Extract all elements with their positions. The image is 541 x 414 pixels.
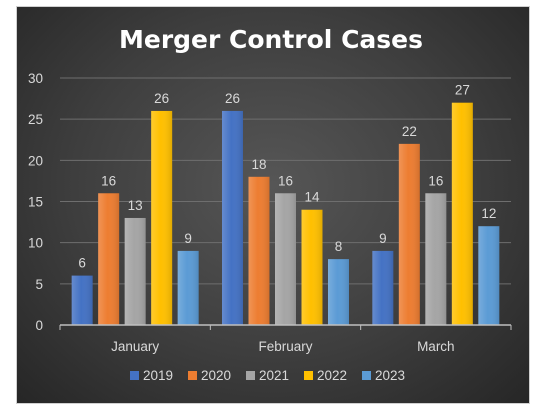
legend-label-2022: 2022 [317, 368, 347, 383]
bar-shine [425, 193, 447, 325]
data-label-2020-march: 22 [402, 124, 417, 139]
bars [71, 102, 500, 325]
bar-shine [478, 226, 500, 325]
chart-area: Merger Control Cases 0 5 10 15 20 25 30 6 16 13 2… [16, 6, 530, 404]
data-label-2019-february: 26 [225, 91, 240, 106]
bar-2019-march [372, 250, 394, 325]
bar-2021-january [124, 217, 146, 325]
data-label-2021-january: 13 [128, 198, 143, 213]
bar-shine [301, 209, 323, 325]
bar-shine [222, 110, 243, 325]
legend-item-2019: 2019 [130, 368, 173, 383]
legend: 2019 2020 2021 2022 2023 [130, 368, 405, 383]
y-tick-5: 5 [35, 277, 43, 292]
legend-swatch-2022 [304, 371, 313, 380]
legend-item-2021: 2021 [246, 368, 289, 383]
y-tick-25: 25 [28, 112, 43, 127]
data-label-2020-january: 16 [101, 173, 116, 188]
legend-label-2021: 2021 [259, 368, 289, 383]
bar-2022-february [301, 209, 323, 325]
y-tick-15: 15 [28, 195, 43, 210]
data-label-2023-february: 8 [335, 239, 343, 254]
bar-shine [398, 143, 420, 325]
legend-swatch-2019 [130, 371, 139, 380]
data-label-2021-march: 16 [428, 173, 443, 188]
bar-shine [71, 275, 93, 325]
bar-2019-february [222, 110, 243, 325]
y-tick-20: 20 [28, 153, 43, 168]
bar-2019-january [71, 275, 93, 325]
bar-2023-march [478, 226, 500, 325]
data-label-2022-february: 14 [304, 190, 320, 205]
data-label-2019-march: 9 [379, 231, 387, 246]
data-label-2023-january: 9 [184, 231, 192, 246]
bar-2020-january [98, 193, 120, 325]
legend-swatch-2021 [246, 371, 255, 380]
bar-2023-january [177, 250, 199, 325]
data-label-2022-january: 26 [154, 91, 169, 106]
y-tick-10: 10 [28, 236, 43, 251]
legend-item-2022: 2022 [304, 368, 347, 383]
bar-shine [451, 102, 473, 325]
bar-shine [124, 217, 146, 325]
data-label-2022-march: 27 [455, 83, 470, 98]
legend-label-2023: 2023 [375, 368, 405, 383]
bar-2022-january [151, 110, 173, 325]
bar-shine [372, 250, 394, 325]
bar-shine [98, 193, 120, 325]
legend-label-2019: 2019 [143, 368, 173, 383]
bar-2022-march [451, 102, 473, 325]
bar-shine [177, 250, 199, 325]
legend-swatch-2023 [362, 371, 371, 380]
bar-shine [151, 110, 173, 325]
data-label-2023-march: 12 [481, 206, 496, 221]
data-label-2019-january: 6 [78, 256, 86, 271]
bar-2020-march [398, 143, 420, 325]
bar-2021-march [425, 193, 447, 325]
y-axis-ticks: 0 5 10 15 20 25 30 [28, 71, 43, 333]
bar-shine [275, 193, 296, 325]
data-label-2020-february: 18 [251, 157, 266, 172]
data-labels: 6 16 13 26 9 26 18 16 14 8 9 22 16 27 12 [78, 83, 496, 271]
legend-swatch-2020 [188, 371, 197, 380]
legend-label-2020: 2020 [201, 368, 231, 383]
bar-2020-february [248, 176, 270, 325]
x-category-january: January [111, 339, 159, 354]
x-category-march: March [417, 339, 455, 354]
x-category-february: February [258, 339, 312, 354]
bar-shine [328, 259, 349, 325]
bar-2023-february [328, 259, 349, 325]
data-label-2021-february: 16 [278, 173, 293, 188]
merger-control-chart: Merger Control Cases 0 5 10 15 20 25 30 6 16 13 2… [28, 25, 512, 383]
chart-title: Merger Control Cases [119, 25, 423, 54]
y-tick-30: 30 [28, 71, 43, 86]
legend-item-2020: 2020 [188, 368, 231, 383]
bar-shine [248, 176, 270, 325]
x-axis: January February March [59, 324, 512, 354]
bar-2021-february [275, 193, 296, 325]
y-tick-0: 0 [35, 318, 43, 333]
legend-item-2023: 2023 [362, 368, 405, 383]
